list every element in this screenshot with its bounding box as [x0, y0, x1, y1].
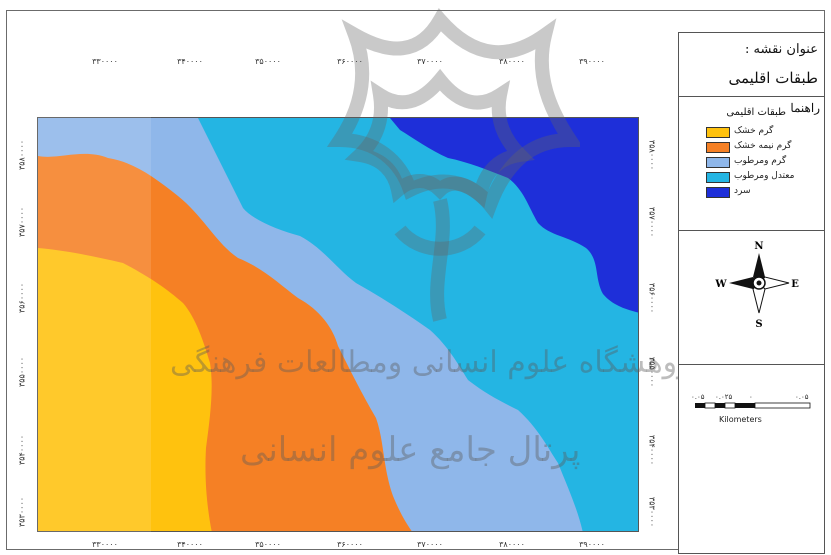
legend-label: راهنما	[790, 101, 820, 115]
y-tick-label-left: ۳۵۵۰۰۰۰	[17, 356, 27, 388]
x-tick-label-top: ۳۹۰۰۰۰	[579, 57, 605, 66]
x-tick-label-bottom: ۳۷۰۰۰۰	[417, 540, 443, 549]
scale-label-zero: ۰	[749, 393, 753, 401]
legend-swatch	[706, 172, 730, 183]
x-tick-label-top: ۳۷۰۰۰۰	[417, 57, 443, 66]
legend-box: راهنما طبقات اقلیمی گرم خشک گرم نیمه خشک گ…	[679, 97, 824, 231]
north-label: N	[754, 241, 763, 252]
y-tick-label-right: ۳۵۵۰۰۰۰	[647, 356, 657, 388]
x-tick-label-bottom: ۳۶۰۰۰۰	[337, 540, 363, 549]
west-label: W	[714, 279, 727, 290]
legend-item-label: سرد	[734, 186, 751, 196]
title-box: عنوان نقشه : طبقات اقلیمی	[679, 33, 824, 97]
map-side-panel: عنوان نقشه : طبقات اقلیمی راهنما طبقات ا…	[678, 32, 825, 554]
y-tick-label-right: ۳۵۴۰۰۰۰	[647, 434, 657, 466]
legend-title: طبقات اقلیمی	[726, 107, 786, 118]
scale-bar-box: ۰.۰۵ ۰.۰۲۵ ۰ ۰.۰۵ Kilometers	[679, 365, 824, 555]
x-tick-label-bottom: ۳۵۰۰۰۰	[255, 540, 281, 549]
legend-item: گرم نیمه خشک	[706, 141, 806, 154]
climate-zones-svg	[38, 118, 638, 531]
scale-label-right: ۰.۰۵	[795, 393, 809, 401]
x-tick-label-bottom: ۳۸۰۰۰۰	[499, 540, 525, 549]
legend-item: سرد	[706, 186, 806, 199]
y-tick-label-right: ۳۵۸۰۰۰۰	[647, 139, 657, 171]
north-arrow-icon: N S E W	[714, 241, 799, 330]
legend-item: گرم ومرطوب	[706, 156, 806, 169]
legend-item-label: گرم نیمه خشک	[734, 141, 792, 151]
x-tick-label-top: ۳۳۰۰۰۰	[92, 57, 118, 66]
map-title-label: عنوان نقشه :	[745, 42, 818, 57]
y-tick-label-left: ۳۵۶۰۰۰۰	[17, 282, 27, 314]
legend-swatch	[706, 187, 730, 198]
x-tick-label-bottom: ۳۳۰۰۰۰	[92, 540, 118, 549]
y-tick-label-left: ۳۵۴۰۰۰۰	[17, 434, 27, 466]
map-title: طبقات اقلیمی	[728, 69, 818, 87]
legend-item: معتدل ومرطوب	[706, 171, 806, 184]
east-label: E	[791, 279, 799, 290]
scale-unit: Kilometers	[719, 415, 762, 424]
legend-swatch	[706, 127, 730, 138]
climate-map[interactable]	[37, 117, 639, 532]
y-tick-label-left: ۳۵۸۰۰۰۰	[17, 139, 27, 171]
y-tick-label-left: ۳۵۷۰۰۰۰	[17, 206, 27, 238]
zone-cold	[390, 118, 638, 313]
x-tick-label-top: ۳۵۰۰۰۰	[255, 57, 281, 66]
x-tick-label-top: ۳۶۰۰۰۰	[337, 57, 363, 66]
x-tick-label-bottom: ۳۹۰۰۰۰	[579, 540, 605, 549]
legend-item-label: گرم ومرطوب	[734, 156, 787, 166]
x-tick-label-bottom: ۳۴۰۰۰۰	[177, 540, 203, 549]
x-tick-label-top: ۳۴۰۰۰۰	[177, 57, 203, 66]
zone-hot-dry	[38, 248, 212, 531]
y-tick-label-right: ۳۵۷۰۰۰۰	[647, 206, 657, 238]
x-tick-label-top: ۳۸۰۰۰۰	[499, 57, 525, 66]
north-arrow-box: N S E W	[679, 231, 824, 365]
scale-label-left: ۰.۰۵	[691, 393, 705, 401]
y-tick-label-left: ۳۵۳۰۰۰۰	[17, 496, 27, 528]
legend-item-label: معتدل ومرطوب	[734, 171, 795, 181]
legend-item: گرم خشک	[706, 126, 806, 139]
scale-label-mid: ۰.۰۲۵	[715, 393, 733, 401]
legend-swatch	[706, 157, 730, 168]
legend-item-label: گرم خشک	[734, 126, 774, 136]
south-label: S	[755, 319, 762, 330]
scale-bar-icon	[695, 402, 811, 409]
y-tick-label-right: ۳۵۶۰۰۰۰	[647, 282, 657, 314]
legend-swatch	[706, 142, 730, 153]
y-tick-label-right: ۳۵۳۰۰۰۰	[647, 496, 657, 528]
